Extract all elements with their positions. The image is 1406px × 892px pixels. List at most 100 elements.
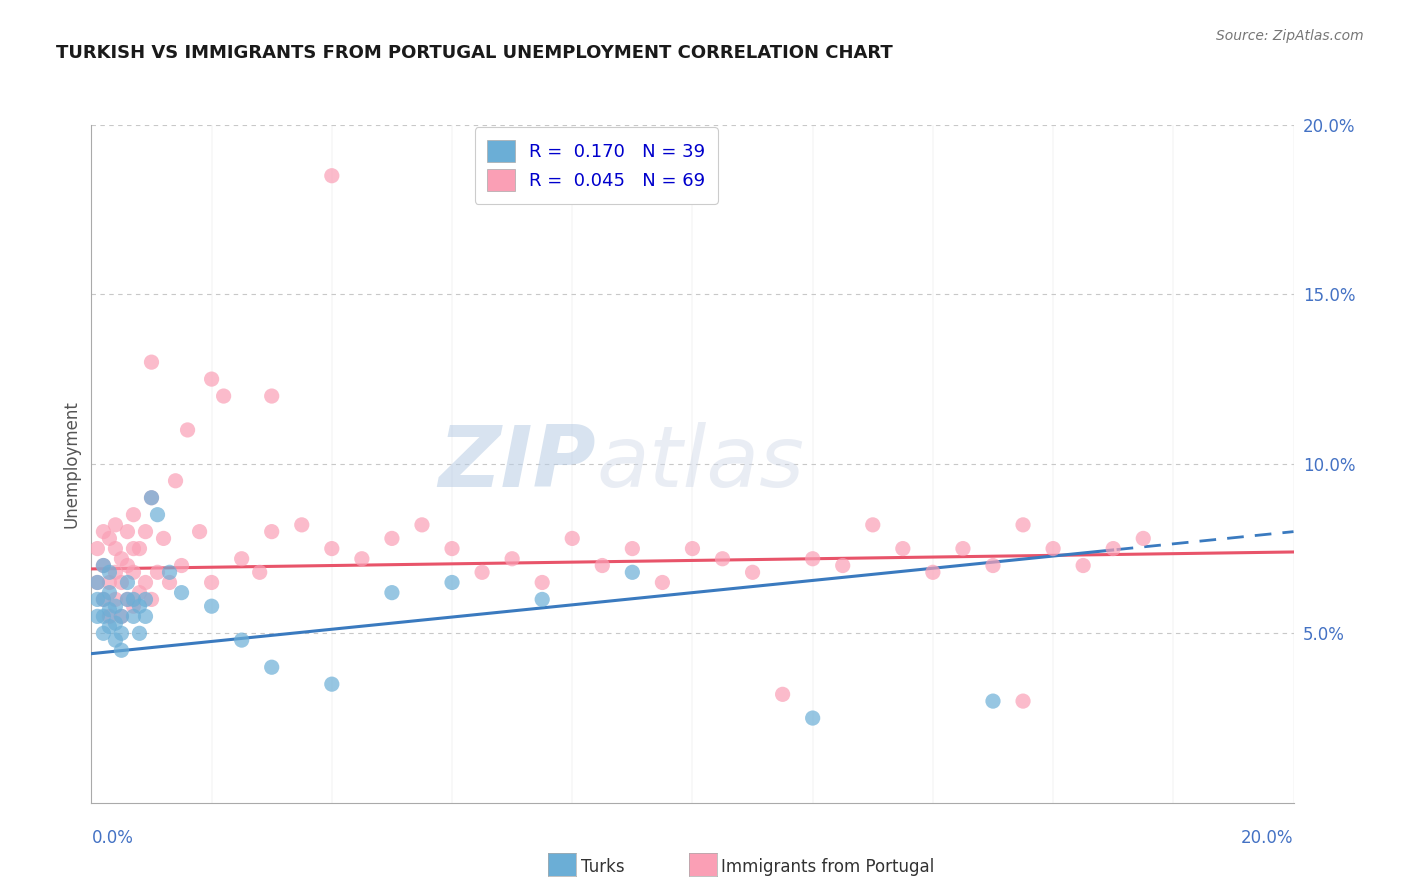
Point <box>1042 541 1064 556</box>
Point <box>93 592 115 607</box>
Point <box>110 609 132 624</box>
Point <box>104 616 127 631</box>
Point <box>249 566 271 580</box>
Point <box>141 491 163 505</box>
Point <box>741 566 763 580</box>
Point <box>471 566 494 580</box>
Point <box>831 558 853 573</box>
Point <box>381 532 404 546</box>
Point <box>134 592 156 607</box>
Point <box>531 575 554 590</box>
Point <box>122 566 145 580</box>
Point <box>128 599 150 614</box>
Point <box>141 491 163 505</box>
Point <box>86 541 108 556</box>
Point <box>86 575 108 590</box>
Point <box>621 566 644 580</box>
Point <box>188 524 211 539</box>
Point <box>260 389 283 403</box>
Point <box>165 474 187 488</box>
Text: TURKISH VS IMMIGRANTS FROM PORTUGAL UNEMPLOYMENT CORRELATION CHART: TURKISH VS IMMIGRANTS FROM PORTUGAL UNEM… <box>56 44 893 62</box>
Point <box>321 169 343 183</box>
Point <box>104 633 127 648</box>
Point <box>117 592 139 607</box>
Point <box>122 609 145 624</box>
Point <box>201 599 224 614</box>
Point <box>86 592 108 607</box>
Point <box>440 541 463 556</box>
Point <box>891 541 914 556</box>
Point <box>117 524 139 539</box>
Point <box>159 575 181 590</box>
Point <box>1012 694 1035 708</box>
Point <box>561 532 583 546</box>
Point <box>212 389 235 403</box>
Point <box>152 532 174 546</box>
Point <box>1012 517 1035 532</box>
Point <box>801 711 824 725</box>
Text: Immigrants from Portugal: Immigrants from Portugal <box>721 858 935 876</box>
Point <box>922 566 945 580</box>
Point <box>117 592 139 607</box>
Point <box>981 558 1004 573</box>
Point <box>501 551 523 566</box>
Point <box>201 372 224 386</box>
Point <box>104 599 127 614</box>
Point <box>98 566 121 580</box>
Point <box>98 585 121 599</box>
Point <box>98 575 121 590</box>
Point <box>110 626 132 640</box>
Text: 20.0%: 20.0% <box>1241 829 1294 847</box>
Point <box>122 508 145 522</box>
Point <box>141 592 163 607</box>
Point <box>381 585 404 599</box>
Point <box>110 643 132 657</box>
Point <box>93 558 115 573</box>
Point <box>117 575 139 590</box>
Point <box>93 592 115 607</box>
Point <box>772 687 794 701</box>
Point <box>1132 532 1154 546</box>
Point <box>801 551 824 566</box>
Point <box>146 508 169 522</box>
Point <box>159 566 181 580</box>
Point <box>260 524 283 539</box>
Point <box>146 566 169 580</box>
Point <box>98 532 121 546</box>
Point <box>86 609 108 624</box>
Point <box>104 541 127 556</box>
Point <box>86 575 108 590</box>
Point <box>104 566 127 580</box>
Point <box>201 575 224 590</box>
Point <box>98 619 121 633</box>
Text: atlas: atlas <box>596 422 804 506</box>
Point <box>621 541 644 556</box>
Point <box>98 602 121 616</box>
Point <box>93 524 115 539</box>
Text: Turks: Turks <box>581 858 624 876</box>
Y-axis label: Unemployment: Unemployment <box>62 400 80 528</box>
Point <box>134 575 156 590</box>
Point <box>651 575 673 590</box>
Point <box>952 541 974 556</box>
Point <box>260 660 283 674</box>
Point <box>141 355 163 369</box>
Point <box>110 609 132 624</box>
Point <box>134 609 156 624</box>
Point <box>110 575 132 590</box>
Point <box>681 541 703 556</box>
Point <box>104 592 127 607</box>
Legend: R =  0.170   N = 39, R =  0.045   N = 69: R = 0.170 N = 39, R = 0.045 N = 69 <box>475 128 717 203</box>
Point <box>411 517 433 532</box>
Point <box>176 423 198 437</box>
Point <box>440 575 463 590</box>
Point <box>591 558 613 573</box>
Point <box>93 558 115 573</box>
Point <box>128 585 150 599</box>
Point <box>110 551 132 566</box>
Point <box>93 626 115 640</box>
Point <box>291 517 314 532</box>
Text: Source: ZipAtlas.com: Source: ZipAtlas.com <box>1216 29 1364 43</box>
Point <box>117 558 139 573</box>
Point <box>122 599 145 614</box>
